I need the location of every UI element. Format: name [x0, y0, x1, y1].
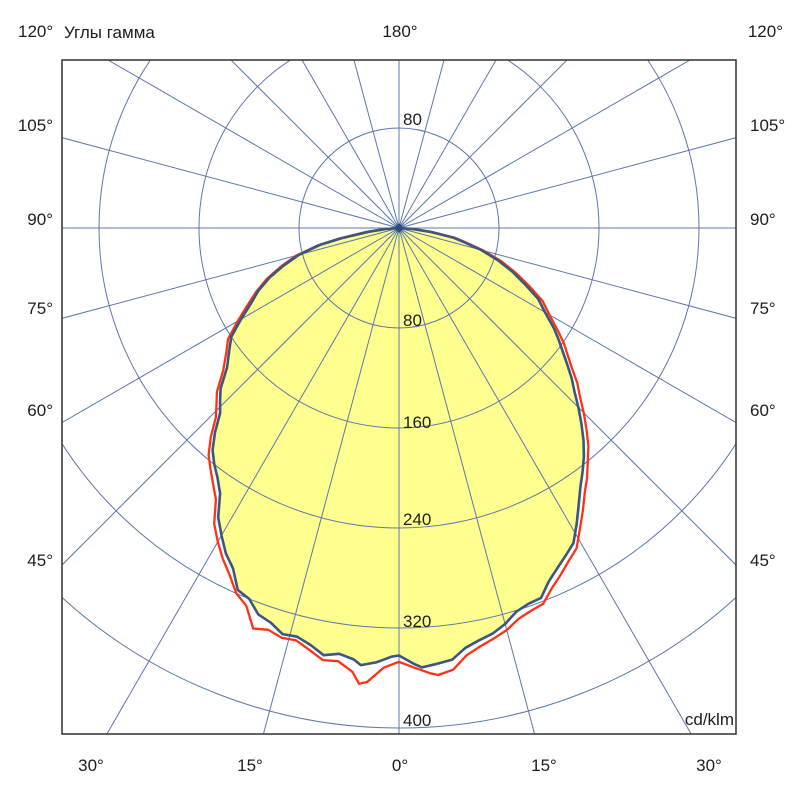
angle-label-top-center: 180°: [382, 22, 417, 41]
radial-tick-400: 400: [403, 711, 431, 730]
angle-label-bottom-30r: 30°: [696, 756, 722, 775]
curve-fill: [212, 228, 584, 668]
angle-label-left-60: 60°: [27, 401, 53, 420]
angle-label-right-60: 60°: [750, 401, 776, 420]
chart-title: Углы гамма: [64, 23, 155, 42]
center-marker: [394, 223, 404, 233]
units-label: cd/klm: [685, 710, 734, 729]
radial-tick-320: 320: [403, 612, 431, 631]
angle-label-bottom-30l: 30°: [78, 756, 104, 775]
angle-label-left-90: 90°: [27, 210, 53, 229]
intensity-curves: [207, 226, 590, 685]
radial-tick-80: 80: [403, 311, 422, 330]
angle-label-bottom-15r: 15°: [531, 756, 557, 775]
angle-label-top-left: 120°: [18, 22, 53, 41]
angle-label-bottom-0: 0°: [392, 756, 408, 775]
angle-label-right-90: 90°: [750, 210, 776, 229]
angle-label-right-75: 75°: [750, 299, 776, 318]
angle-label-right-105: 105°: [750, 116, 785, 135]
angle-label-left-75: 75°: [27, 299, 53, 318]
angle-label-right-45: 45°: [750, 551, 776, 570]
angle-label-top-right: 120°: [748, 22, 783, 41]
angle-label-left-45: 45°: [27, 551, 53, 570]
radial-tick-80-top: 80: [403, 110, 422, 129]
angle-label-left-105: 105°: [18, 116, 53, 135]
radial-tick-160: 160: [403, 413, 431, 432]
radial-tick-240: 240: [403, 510, 431, 529]
plot-frame: [61, 59, 737, 735]
angle-label-bottom-15l: 15°: [237, 756, 263, 775]
